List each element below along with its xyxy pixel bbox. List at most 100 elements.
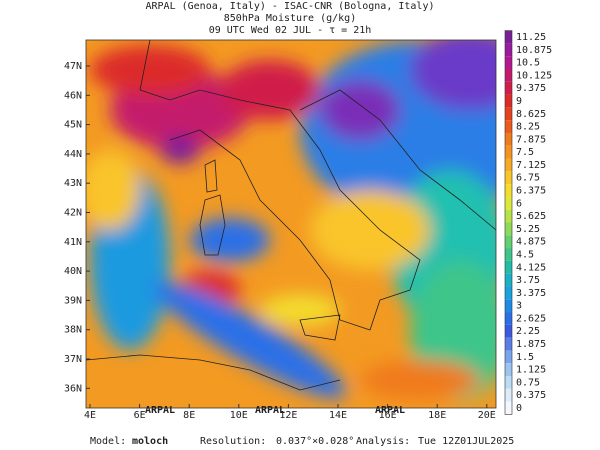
- lat-label: 40N: [64, 266, 82, 277]
- colorbar-cell: [505, 235, 512, 249]
- colorbar-label: 2.625: [516, 313, 546, 324]
- lat-label: 41N: [64, 237, 82, 248]
- colorbar-label: 0: [516, 403, 522, 414]
- colorbar-cell: [505, 260, 512, 274]
- colorbar-label: 0.75: [516, 377, 540, 388]
- colorbar-label: 8.25: [516, 122, 540, 133]
- colorbar-cell: [505, 273, 512, 287]
- colorbar-label: 6: [516, 198, 522, 209]
- moisture-field: [86, 40, 496, 408]
- lon-label: 10E: [230, 410, 248, 421]
- footer-value: 0.037°×0.028°: [276, 436, 354, 447]
- colorbar-cell: [505, 43, 512, 57]
- colorbar-cell: [505, 388, 512, 402]
- colorbar-cell: [505, 324, 512, 338]
- colorbar-label: 9.375: [516, 83, 546, 94]
- colorbar-cell: [505, 401, 512, 415]
- colorbar-cell: [505, 30, 512, 44]
- lat-label: 43N: [64, 178, 82, 189]
- colorbar-label: 5.625: [516, 211, 546, 222]
- colorbar-label: 9: [516, 96, 522, 107]
- colorbar-label: 3.75: [516, 275, 540, 286]
- colorbar-cell: [505, 286, 512, 300]
- colorbar-label: 4.125: [516, 262, 546, 273]
- colorbar-cell: [505, 56, 512, 69]
- colorbar-label: 6.75: [516, 173, 540, 184]
- footer-value: Tue 12Z01JUL2025: [418, 436, 514, 447]
- footer-label: Resolution:: [200, 436, 266, 447]
- colorbar-label: 3.375: [516, 288, 546, 299]
- colorbar-cell: [505, 145, 512, 159]
- colorbar-cell: [505, 312, 512, 325]
- lon-axis: 4E 6E 8E 10E 12E 14E 16E 18E 20E: [84, 404, 496, 421]
- colorbar-cell: [505, 209, 512, 223]
- title-line: 09 UTC Wed 02 JUL - τ = 21h: [209, 25, 372, 36]
- lat-label: 47N: [64, 61, 82, 72]
- colorbar-label: 1.5: [516, 352, 534, 363]
- colorbar-label: 2.25: [516, 326, 540, 337]
- colorbar-label: 8.625: [516, 109, 546, 120]
- colorbar: 11.25 10.875 10.510.125 9.375 9 8.625 8.257.87…: [504, 30, 552, 415]
- lon-label: 8E: [183, 410, 195, 421]
- lat-label: 37N: [64, 354, 82, 365]
- colorbar-cell: [505, 350, 512, 364]
- colorbar-frame: [504, 30, 513, 415]
- colorbar-label: 1.125: [516, 365, 546, 376]
- colorbar-cell: [505, 107, 512, 121]
- colorbar-cell: [505, 337, 512, 351]
- colorbar-label: 1.875: [516, 339, 546, 350]
- footer-value: moloch: [132, 436, 168, 447]
- watermark: ARPAL: [255, 405, 285, 416]
- colorbar-label: 0.375: [516, 390, 546, 401]
- lon-label: 14E: [329, 410, 347, 421]
- lat-label: 42N: [64, 208, 82, 219]
- colorbar-label: 4.5: [516, 249, 534, 260]
- colorbar-cell: [505, 184, 512, 197]
- lat-label: 36N: [64, 383, 82, 394]
- colorbar-label: 4.875: [516, 237, 546, 248]
- colorbar-label: 6.375: [516, 186, 546, 197]
- colorbar-cell: [505, 196, 512, 210]
- colorbar-cell: [505, 132, 512, 146]
- lat-label: 45N: [64, 120, 82, 131]
- colorbar-label: 10.125: [516, 70, 552, 81]
- colorbar-cell: [505, 81, 512, 95]
- lat-axis: 47N 46N 45N 44N 43N 42N 41N 40N 39N 38N 37N 36N: [64, 61, 90, 394]
- lat-label: 39N: [64, 295, 82, 306]
- colorbar-label: 5.25: [516, 224, 540, 235]
- lon-label: 6E: [134, 410, 146, 421]
- colorbar-cell: [505, 94, 512, 108]
- colorbar-label: 3: [516, 301, 522, 312]
- watermark: ARPAL: [375, 405, 405, 416]
- lon-label: 20E: [478, 410, 496, 421]
- colorbar-label: 10.875: [516, 45, 552, 56]
- colorbar-cell: [505, 248, 512, 261]
- title-line: ARPAL (Genoa, Italy) - ISAC-CNR (Bologna…: [146, 1, 435, 12]
- colorbar-cell: [505, 299, 512, 313]
- colorbar-label: 10.5: [516, 58, 540, 69]
- colorbar-cell: [505, 376, 512, 389]
- colorbar-cell: [505, 171, 512, 185]
- colorbar-cell: [505, 222, 512, 236]
- lat-label: 44N: [64, 149, 82, 160]
- colorbar-cell: [505, 158, 512, 172]
- lon-label: 12E: [279, 410, 297, 421]
- lon-label: 18E: [428, 410, 446, 421]
- colorbar-cell: [505, 120, 512, 133]
- footer-label: Analysis:: [356, 436, 410, 447]
- colorbar-label: 7.125: [516, 160, 546, 171]
- colorbar-label: 7.5: [516, 147, 534, 158]
- colorbar-cell: [505, 363, 512, 377]
- colorbar-cell: [505, 68, 512, 82]
- watermark: ARPAL: [145, 405, 175, 416]
- lon-label: 16E: [379, 410, 397, 421]
- colorbar-label: 11.25: [516, 32, 546, 43]
- lon-label: 4E: [84, 410, 96, 421]
- lat-label: 38N: [64, 325, 82, 336]
- lat-label: 46N: [64, 90, 82, 101]
- colorbar-label: 7.875: [516, 134, 546, 145]
- title-line: 850hPa Moisture (g/kg): [224, 13, 356, 24]
- footer-label: Model:: [90, 436, 126, 447]
- map-frame: [85, 39, 497, 409]
